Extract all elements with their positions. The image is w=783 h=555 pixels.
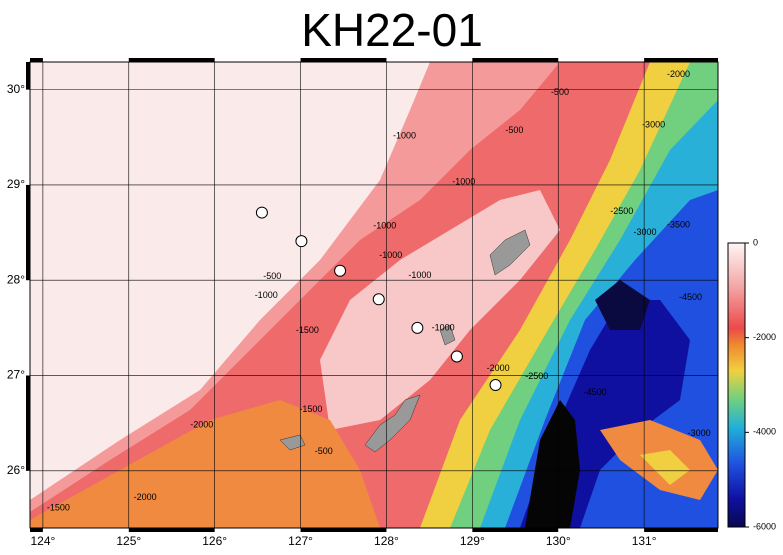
- frame-bar: [472, 58, 559, 62]
- y-tick-label: 29°: [7, 177, 25, 191]
- x-tick-label: 124°: [30, 534, 55, 548]
- station: [450, 350, 463, 363]
- map-title: KH22-01: [301, 4, 483, 56]
- contour-label: -4500: [679, 292, 702, 302]
- contour-label: -2500: [610, 206, 633, 216]
- frame-bar: [26, 184, 30, 281]
- contour-label: -500: [263, 271, 281, 281]
- contour-label: -3000: [633, 227, 656, 237]
- contour-label: -1500: [299, 404, 322, 414]
- station: [334, 264, 347, 277]
- colorbar-label: 0: [753, 237, 758, 247]
- colorbar-label: -2000: [753, 332, 776, 342]
- frame-bar: [128, 58, 215, 62]
- frame-bar: [472, 528, 559, 532]
- frame-bar: [644, 528, 718, 532]
- colorbar-label: -4000: [753, 427, 776, 437]
- x-tick-label: 125°: [116, 534, 141, 548]
- contour-label: -3000: [688, 428, 711, 438]
- station: [295, 235, 308, 248]
- contour-label: -1000: [393, 131, 416, 141]
- y-tick-label: 28°: [7, 272, 25, 286]
- x-tick-label: 129°: [460, 534, 485, 548]
- x-tick-label: 126°: [202, 534, 227, 548]
- frame-bar: [30, 528, 43, 532]
- contour-label: -2500: [525, 371, 548, 381]
- contour-label: -3000: [642, 119, 665, 129]
- station: [255, 206, 268, 219]
- contour-label: -2000: [134, 492, 157, 502]
- contour-label: -1000: [255, 290, 278, 300]
- contour-label: -2000: [190, 419, 213, 429]
- frame-bar: [300, 528, 387, 532]
- contour-label: -2000: [667, 69, 690, 79]
- x-tick-label: 130°: [546, 534, 571, 548]
- station: [411, 321, 424, 334]
- frame-bar: [644, 58, 718, 62]
- contour-label: -1500: [47, 502, 70, 512]
- contour-label: -2000: [487, 363, 510, 373]
- contour-label: -4500: [584, 387, 607, 397]
- contour-label: -1000: [373, 220, 396, 230]
- contour-label: -500: [505, 125, 523, 135]
- x-tick-label: 128°: [374, 534, 399, 548]
- colorbar: [727, 242, 746, 528]
- frame-bar: [26, 375, 30, 471]
- station: [372, 293, 385, 306]
- station: [489, 379, 502, 392]
- contour-label: -500: [551, 87, 569, 97]
- contour-label: -1000: [432, 322, 455, 332]
- contour-label: -1000: [452, 176, 475, 186]
- y-tick-label: 30°: [7, 82, 25, 96]
- contour-label: -1000: [408, 270, 431, 280]
- frame-bar: [128, 528, 215, 532]
- bathymetry: [30, 62, 718, 528]
- frame-bar: [300, 58, 387, 62]
- frame-bar: [30, 58, 43, 62]
- y-tick-label: 26°: [7, 463, 25, 477]
- frame-bar: [26, 62, 30, 90]
- colorbar-label: -6000: [753, 521, 776, 531]
- x-tick-label: 131°: [632, 534, 657, 548]
- x-tick-label: 127°: [288, 534, 313, 548]
- y-tick-label: 27°: [7, 368, 25, 382]
- contour-label: -1000: [379, 250, 402, 260]
- contour-label: -3500: [667, 219, 690, 229]
- contour-label: -500: [315, 446, 333, 456]
- contour-label: -1500: [296, 325, 319, 335]
